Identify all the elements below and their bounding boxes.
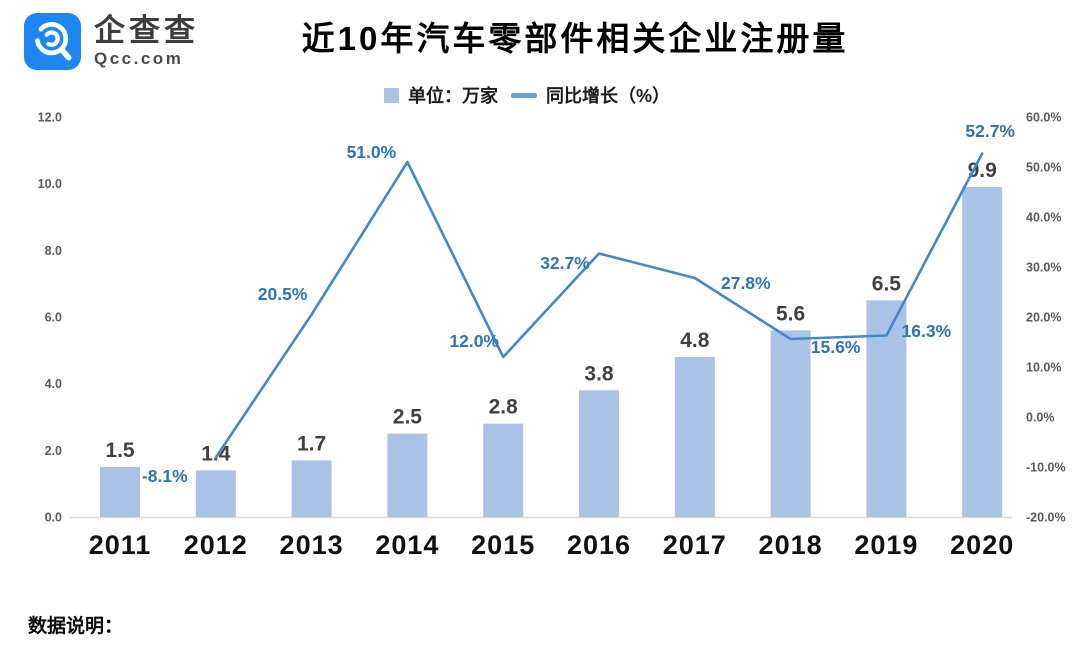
- year-label-2012: 2012: [184, 530, 248, 560]
- line-series-label: 同比增长（%）: [545, 86, 671, 106]
- bar-series-label: 单位：万家: [407, 86, 498, 106]
- data-notes: 数据说明： 1、仅统计企业名、产品、经营范围含“汽车零部件”的企业 2、统计时间…: [28, 558, 514, 657]
- year-label-2011: 2011: [89, 530, 152, 560]
- growth-line-series: [214, 152, 984, 459]
- year-label-2016: 2016: [567, 530, 631, 560]
- line-value-label-2019: 16.3%: [902, 321, 952, 341]
- line-value-label-2020: 52.7%: [965, 121, 1015, 141]
- right-axis-tick: 0.0%: [1026, 411, 1055, 425]
- bar-value-label-2014: 2.5: [393, 406, 423, 429]
- line-value-label-2018: 15.6%: [811, 337, 861, 357]
- year-label-2018: 2018: [759, 530, 823, 560]
- right-axis-tick: 20.0%: [1026, 311, 1061, 325]
- bar-value-label-2018: 5.6: [776, 302, 805, 325]
- year-label-2015: 2015: [471, 530, 535, 560]
- year-label-2014: 2014: [375, 530, 439, 560]
- year-label-2013: 2013: [280, 530, 344, 560]
- magnifier-glyph: [34, 22, 72, 61]
- bar-value-label-2019: 6.5: [872, 272, 902, 295]
- right-axis-tick: -20.0%: [1026, 511, 1066, 525]
- line-value-label-2016: 32.7%: [540, 253, 590, 273]
- bar-2012: [195, 470, 236, 517]
- brand-text: 企查查 Qcc.com: [94, 12, 199, 70]
- bar-2016: [579, 390, 619, 517]
- right-axis-tick: -10.0%: [1026, 461, 1066, 475]
- qcc-logo-icon: [24, 13, 81, 70]
- bar-series-swatch: [383, 87, 399, 103]
- chart-legend: 单位：万家 同比增长（%）: [383, 82, 671, 108]
- right-axis-tick: 40.0%: [1026, 211, 1061, 225]
- legend-item-bars: 单位：万家: [383, 82, 498, 108]
- legend-item-line: 同比增长（%）: [510, 82, 671, 108]
- right-axis-tick: 30.0%: [1026, 261, 1061, 275]
- chart-title: 近10年汽车零部件相关企业注册量: [301, 20, 849, 57]
- left-axis-tick: 12.0: [38, 111, 62, 125]
- bar-2015: [483, 423, 524, 517]
- bar-value-label-2016: 3.8: [584, 362, 614, 385]
- left-axis-tick: 2.0: [45, 444, 62, 458]
- brand-name-en: Qcc.com: [94, 48, 184, 68]
- left-axis-tick: 10.0: [38, 177, 62, 191]
- brand-name-cn: 企查查: [94, 12, 199, 48]
- bar-value-label-2015: 2.8: [489, 396, 519, 419]
- line-value-label-2015: 12.0%: [449, 331, 499, 351]
- bar-value-label-2013: 1.7: [297, 432, 326, 455]
- left-axis-tick: 0.0: [45, 511, 62, 525]
- right-axis-tick: 50.0%: [1026, 161, 1061, 175]
- line-value-label-2013: 20.5%: [258, 284, 308, 304]
- line-value-label-2012: -8.1%: [142, 466, 188, 486]
- bar-value-label-2011: 1.5: [105, 439, 135, 462]
- qcc-logo: 企查查 Qcc.com: [24, 13, 199, 70]
- line-value-label-2017: 27.8%: [721, 273, 771, 293]
- right-axis-tick: 10.0%: [1026, 361, 1061, 375]
- line-value-label-2014: 51.0%: [347, 142, 397, 162]
- left-axis-tick: 8.0: [45, 244, 62, 258]
- year-label-2019: 2019: [854, 530, 918, 560]
- bar-value-label-2017: 4.8: [680, 329, 710, 352]
- bar-2014: [387, 433, 428, 517]
- left-axis-tick: 6.0: [45, 311, 62, 325]
- bar-2013: [291, 460, 332, 517]
- combo-chart: 0.0 2.0 4.0 6.0 8.0 10.0 12.0 -20.0% -10.0% 0.0% 1…: [38, 111, 1066, 561]
- bar-value-label-2012: 1.4: [201, 442, 231, 465]
- right-axis-tick: 60.0%: [1026, 111, 1061, 125]
- notes-heading: 数据说明：: [28, 616, 124, 637]
- bar-2017: [674, 357, 715, 517]
- year-label-2020: 2020: [950, 530, 1014, 560]
- line-series-swatch: [510, 92, 537, 98]
- bar-2020: [962, 187, 1003, 517]
- year-label-2017: 2017: [663, 530, 727, 560]
- left-axis-tick: 4.0: [45, 377, 62, 391]
- bar-2018: [770, 330, 811, 517]
- bar-2011: [100, 467, 140, 517]
